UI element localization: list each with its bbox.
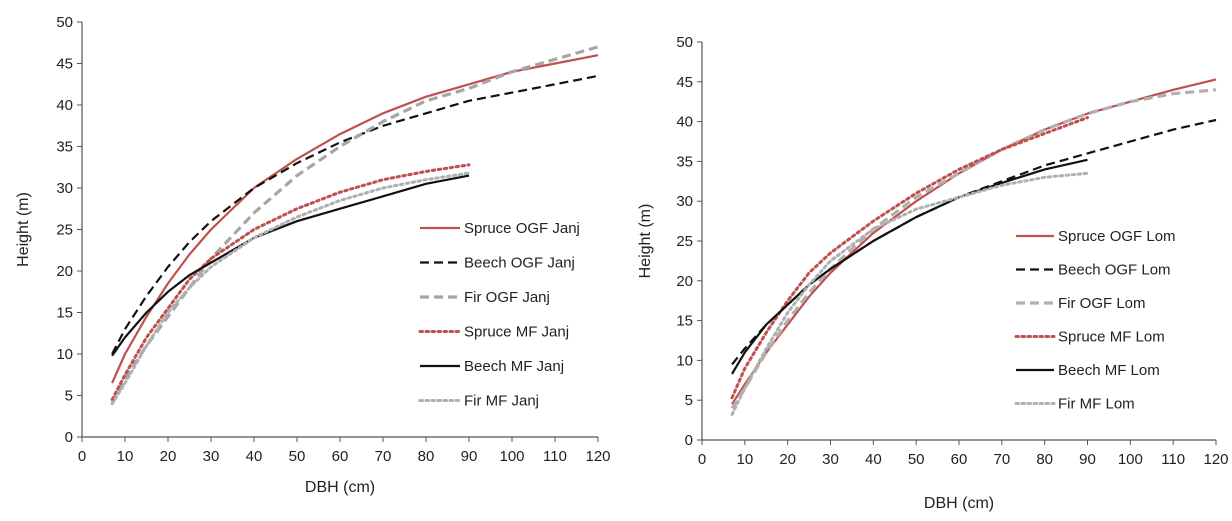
legend: Spruce OGF Lom Beech OGF Lom Fir OGF Lom Sp… <box>1014 228 1176 413</box>
x-tick-label: 70 <box>375 448 392 465</box>
legend-label: Fir MF Lom <box>1058 396 1135 413</box>
y-tick-label: 20 <box>676 273 693 290</box>
x-tick-label: 50 <box>908 451 925 468</box>
x-tick-label: 80 <box>1036 451 1053 468</box>
x-tick-label: 90 <box>1079 451 1096 468</box>
x-tick-label: 30 <box>822 451 839 468</box>
series-line-5 <box>731 158 1088 375</box>
series-line-3 <box>110 45 599 405</box>
x-tick-label: 90 <box>461 448 478 465</box>
x-tick-label: 30 <box>203 448 220 465</box>
y-tick-label: 10 <box>676 352 693 369</box>
legend-label: Beech MF Janj <box>464 358 564 375</box>
x-tick-label: 120 <box>1203 451 1228 468</box>
x-tick-label: 70 <box>993 451 1010 468</box>
x-tick-label: 60 <box>332 448 349 465</box>
y-tick-label: 50 <box>676 34 693 51</box>
series-line-2 <box>111 74 599 355</box>
legend-label: Fir OGF Lom <box>1058 295 1146 312</box>
series-line-4 <box>110 163 471 402</box>
x-tick-label: 110 <box>1161 451 1185 468</box>
x-tick-label: 20 <box>779 451 796 468</box>
y-tick-label: 15 <box>56 305 73 322</box>
y-tick-label: 15 <box>676 313 693 330</box>
legend: Spruce OGF Janj Beech OGF Janj Fir OGF Jan… <box>418 220 580 410</box>
y-tick-label: 30 <box>676 193 693 210</box>
legend-label: Beech OGF Lom <box>1058 262 1171 279</box>
legend-label: Fir MF Janj <box>464 393 539 410</box>
x-tick-label: 80 <box>418 448 435 465</box>
x-tick-label: 100 <box>499 448 524 465</box>
x-tick-label: 20 <box>160 448 177 465</box>
y-tick-label: 5 <box>65 388 73 405</box>
y-tick-label: 0 <box>65 429 73 446</box>
legend-label: Spruce MF Lom <box>1058 329 1165 346</box>
x-axis-label: DBH (cm) <box>924 495 994 512</box>
legend-label: Beech MF Lom <box>1058 362 1160 379</box>
x-tick-label: 10 <box>736 451 753 468</box>
x-tick-label: 40 <box>865 451 882 468</box>
y-tick-label: 10 <box>56 346 73 363</box>
x-tick-label: 0 <box>78 448 86 465</box>
y-tick-label: 20 <box>56 263 73 280</box>
x-tick-label: 10 <box>117 448 134 465</box>
y-tick-label: 25 <box>676 233 693 250</box>
chart-panel-1: 0 5 10 15 20 25 30 35 40 45 50 0 10 20 30 40 50 60 70 80 90 1… <box>15 14 611 496</box>
x-tick-label: 110 <box>543 448 567 465</box>
series-line-5 <box>111 174 470 357</box>
x-tick-label: 120 <box>585 448 610 465</box>
legend-label: Spruce MF Janj <box>464 324 569 341</box>
legend-label: Spruce OGF Janj <box>464 220 580 237</box>
series-line-6 <box>110 171 471 406</box>
y-tick-label: 0 <box>685 432 693 449</box>
x-tick-label: 50 <box>289 448 306 465</box>
series-line-6 <box>730 171 1089 416</box>
y-tick-label: 50 <box>56 14 73 31</box>
legend-label: Beech OGF Janj <box>464 255 575 272</box>
legend-label: Fir OGF Janj <box>464 289 550 306</box>
chart-panel-2: 0 5 10 15 20 25 30 35 40 45 50 0 10 20 30 40 50 60 70 80 90 1… <box>637 34 1229 512</box>
y-axis-label: Height (m) <box>15 192 32 267</box>
y-axis-label: Height (m) <box>637 204 654 279</box>
y-tick-label: 45 <box>676 74 693 91</box>
x-tick-label: 60 <box>951 451 968 468</box>
legend-label: Spruce OGF Lom <box>1058 228 1176 245</box>
x-axis-label: DBH (cm) <box>305 479 375 496</box>
y-tick-label: 40 <box>676 114 693 131</box>
series-line-4 <box>730 116 1089 400</box>
y-tick-label: 40 <box>56 97 73 114</box>
x-tick-label: 0 <box>698 451 706 468</box>
y-tick-label: 35 <box>676 153 693 170</box>
y-tick-label: 5 <box>685 392 693 409</box>
x-tick-label: 100 <box>1118 451 1143 468</box>
x-tick-label: 40 <box>246 448 263 465</box>
y-tick-label: 25 <box>56 222 73 239</box>
y-tick-label: 35 <box>56 139 73 156</box>
series-line-3 <box>730 88 1217 410</box>
y-tick-label: 30 <box>56 180 73 197</box>
y-tick-label: 45 <box>56 56 73 73</box>
